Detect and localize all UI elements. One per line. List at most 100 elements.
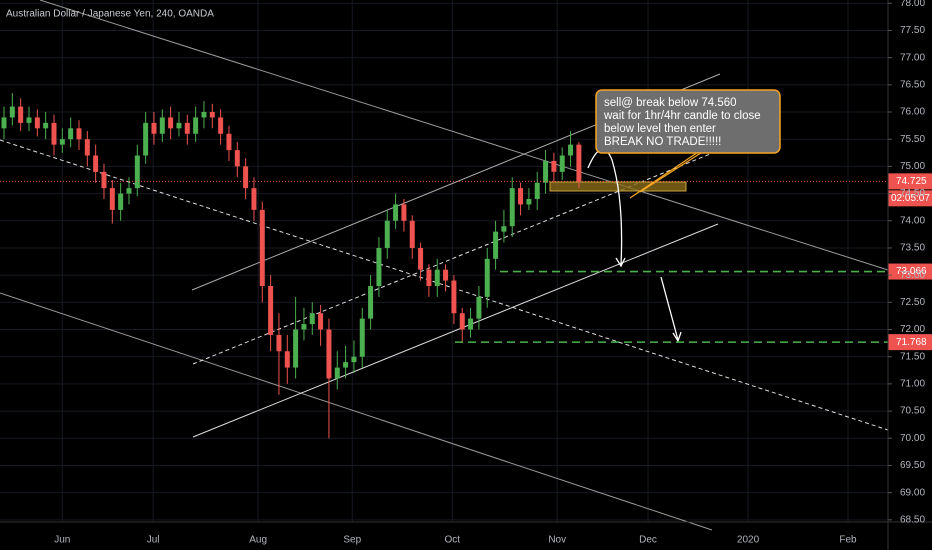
- candle-body: [576, 144, 582, 182]
- y-tick-label: 71.50: [900, 351, 925, 362]
- candle-body: [493, 231, 499, 259]
- x-tick-label: Sep: [343, 535, 361, 546]
- candle-body: [568, 144, 574, 156]
- annotation-line: wait for 1hr/4hr candle to close: [603, 110, 761, 122]
- candle-body: [84, 139, 90, 156]
- candle-body: [276, 334, 282, 352]
- candle-body: [134, 155, 140, 189]
- candle-body: [76, 128, 82, 140]
- candle-body: [109, 188, 115, 210]
- annotation-line: BREAK NO TRADE!!!!!: [604, 136, 721, 148]
- y-tick-label: 74.50: [900, 188, 925, 199]
- candle-body: [351, 356, 357, 363]
- annotation-line: sell@ break below 74.560: [604, 97, 737, 109]
- channel-line: [192, 149, 721, 365]
- candle-body: [209, 112, 215, 118]
- candle-body: [284, 351, 290, 368]
- countdown: 02:05:07: [891, 193, 930, 204]
- y-tick-label: 72.00: [900, 324, 925, 335]
- annotation-line: below level then enter: [604, 123, 716, 135]
- candle-body: [259, 209, 265, 287]
- candle-body: [234, 150, 240, 167]
- x-tick-label: Feb: [839, 535, 857, 546]
- candle-body: [51, 122, 57, 145]
- y-tick-label: 70.00: [900, 433, 925, 444]
- candle-body: [176, 122, 182, 129]
- level-label: 71.768: [896, 337, 927, 348]
- candle-body: [559, 155, 565, 172]
- y-tick-label: 69.50: [900, 460, 925, 471]
- candle-body: [118, 193, 124, 210]
- candle-body: [384, 220, 390, 248]
- y-tick-label: 72.50: [900, 297, 925, 308]
- candle-body: [409, 220, 415, 248]
- candle-body: [443, 269, 449, 281]
- candle-body: [34, 117, 40, 129]
- candle-body: [26, 117, 32, 123]
- candle-body: [43, 122, 49, 129]
- arrow-head: [672, 331, 682, 343]
- level-label: 73.066: [896, 266, 927, 277]
- candle-body: [18, 106, 24, 123]
- candle-body: [9, 106, 15, 118]
- candle-body: [401, 204, 407, 221]
- candle-body: [218, 117, 224, 134]
- candle-body: [159, 117, 165, 134]
- candles: [1, 92, 582, 439]
- candle-body: [501, 226, 507, 232]
- y-tick-label: 77.50: [900, 25, 925, 36]
- candle-body: [376, 247, 382, 287]
- candle-body: [526, 199, 532, 205]
- trend-line: [0, 139, 889, 431]
- trend-line: [0, 292, 713, 531]
- y-tick-label: 78.00: [900, 0, 925, 9]
- candle-body: [201, 112, 207, 118]
- y-tick-label: 73.50: [900, 243, 925, 254]
- candle-body: [326, 329, 332, 379]
- x-tick-label: Nov: [548, 535, 566, 546]
- channel-line: [192, 223, 719, 438]
- candle-body: [184, 122, 190, 134]
- candle-body: [59, 139, 65, 145]
- candle-body: [518, 188, 524, 205]
- annotation-box: [595, 89, 781, 154]
- drawings: [0, 0, 889, 531]
- candle-body: [309, 313, 315, 325]
- x-tick-label: Oct: [444, 535, 460, 546]
- y-tick-label: 76.50: [900, 79, 925, 90]
- candle-body: [434, 269, 440, 287]
- x-tick-label: Jul: [147, 535, 160, 546]
- candle-body: [301, 324, 307, 330]
- y-tick-label: 68.50: [900, 514, 925, 525]
- candle-body: [68, 128, 74, 140]
- candle-body: [151, 122, 157, 134]
- candle-body: [193, 117, 199, 134]
- candle-body: [484, 258, 490, 297]
- candle-body: [293, 329, 299, 368]
- x-tick-label: Jun: [54, 535, 70, 546]
- candle-body: [343, 362, 349, 368]
- x-tick-label: Aug: [249, 535, 267, 546]
- y-tick-label: 73.00: [900, 270, 925, 281]
- y-tick-label: 75.00: [900, 161, 925, 172]
- x-tick-label: 2020: [737, 535, 760, 546]
- chart-title: Australian Dollar / Japanese Yen, 240, O…: [6, 9, 214, 20]
- overlay: 74.725 02:05:07 73.066 71.768: [0, 173, 932, 351]
- candle-body: [551, 160, 557, 172]
- candle-body: [418, 247, 424, 270]
- candle-body: [393, 204, 399, 221]
- y-tick-label: 75.50: [900, 134, 925, 145]
- candle-body: [168, 117, 174, 129]
- candle-body: [101, 171, 107, 189]
- price-label: 74.725: [896, 176, 927, 187]
- candle-body: [534, 182, 540, 200]
- candle-body: [509, 188, 515, 227]
- candle-body: [268, 286, 274, 335]
- candle-body: [334, 367, 340, 379]
- level-label-box: [888, 334, 932, 351]
- candle-body: [143, 122, 149, 156]
- y-tick-label: 77.00: [900, 52, 925, 63]
- candle-body: [126, 188, 132, 194]
- y-tick-label: 69.00: [900, 487, 925, 498]
- y-tick-label: 71.00: [900, 379, 925, 390]
